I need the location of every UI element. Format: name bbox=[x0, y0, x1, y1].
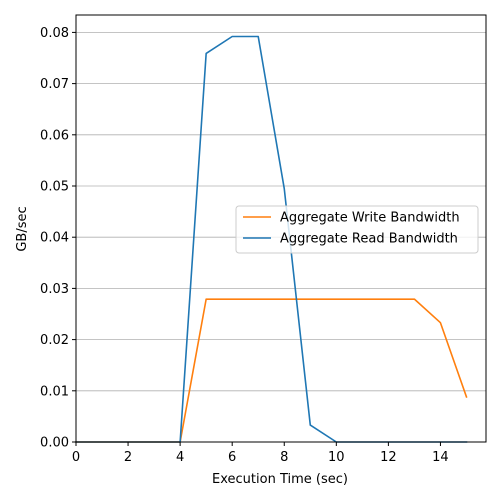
y-tick-label: 0.01 bbox=[40, 384, 69, 399]
legend-label: Aggregate Read Bandwidth bbox=[280, 232, 458, 247]
x-axis-ticks: 0 2 4 6 8 10 12 14 bbox=[72, 442, 449, 465]
x-axis-label: Execution Time (sec) bbox=[212, 472, 348, 487]
x-tick-label: 0 bbox=[72, 450, 80, 465]
y-tick-label: 0.04 bbox=[40, 231, 69, 246]
y-tick-label: 0.02 bbox=[40, 333, 69, 348]
x-tick-label: 4 bbox=[176, 450, 184, 465]
y-tick-label: 0.03 bbox=[40, 282, 69, 297]
legend-label: Aggregate Write Bandwidth bbox=[280, 211, 460, 226]
x-tick-label: 14 bbox=[432, 450, 449, 465]
y-axis-ticks: 0.00 0.01 0.02 0.03 0.04 0.05 0.06 0.07 0.08 bbox=[40, 26, 76, 451]
x-tick-label: 6 bbox=[228, 450, 236, 465]
x-tick-label: 8 bbox=[280, 450, 288, 465]
x-tick-label: 2 bbox=[124, 450, 132, 465]
x-tick-label: 12 bbox=[380, 450, 397, 465]
y-tick-label: 0.00 bbox=[40, 436, 69, 451]
series-line-write bbox=[75, 298, 468, 443]
y-tick-label: 0.06 bbox=[40, 128, 69, 143]
y-tick-label: 0.07 bbox=[40, 77, 69, 92]
x-tick-label: 10 bbox=[328, 450, 345, 465]
legend-box bbox=[235, 205, 479, 254]
y-tick-label: 0.05 bbox=[40, 180, 69, 195]
legend: Aggregate Write Bandwidth Aggregate Read … bbox=[235, 205, 479, 254]
y-tick-label: 0.08 bbox=[40, 26, 69, 41]
y-axis-label: GB/sec bbox=[15, 206, 30, 251]
plot-frame bbox=[75, 14, 487, 443]
